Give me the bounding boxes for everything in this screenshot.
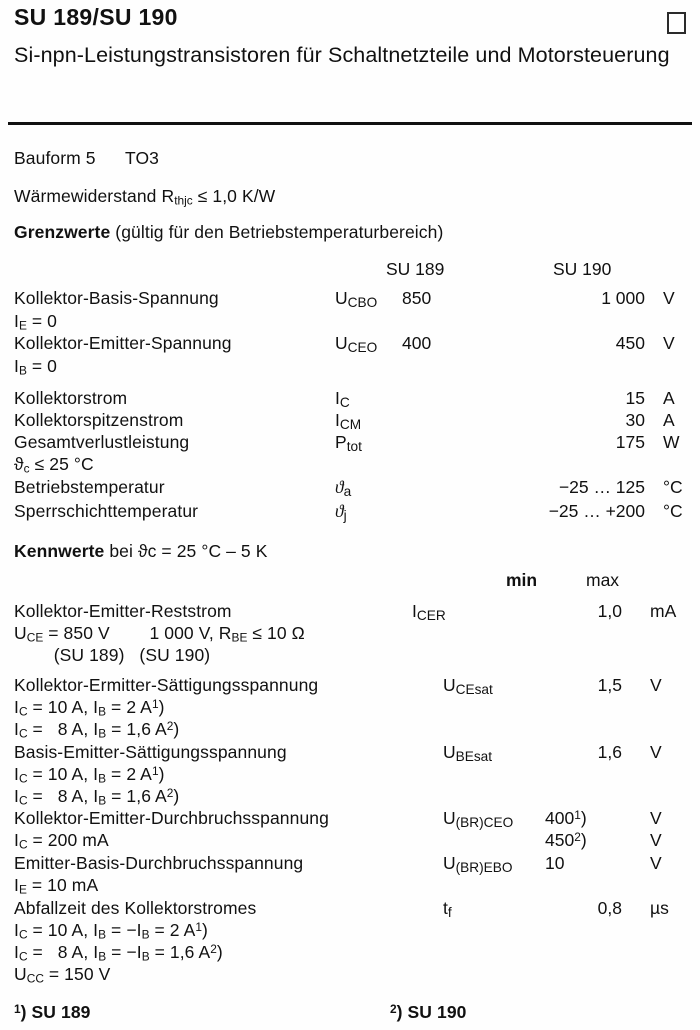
limits-row-symbol: UCBO bbox=[335, 288, 378, 310]
characteristics-row-symbol: tf bbox=[443, 898, 452, 920]
package-label: Bauform 5 bbox=[14, 148, 96, 168]
characteristics-row-condition: IC = 10 A, IB = 2 A1) bbox=[14, 697, 165, 719]
characteristics-row-condition: IE = 10 mA bbox=[14, 875, 99, 897]
limits-row-value-su190: −25 … +200 bbox=[548, 501, 645, 521]
characteristics-row-min-alt: 4502) bbox=[545, 830, 587, 850]
footnote-1: 1) SU 189 bbox=[14, 1002, 91, 1022]
limits-row-value-su190: 175 bbox=[615, 432, 645, 452]
limits-row-symbol: Ptot bbox=[335, 432, 362, 454]
characteristics-row-unit: µs bbox=[650, 898, 669, 918]
limits-row-label: Sperrschichttemperatur bbox=[14, 501, 199, 521]
characteristics-heading-bold: Kennwerte bbox=[14, 541, 105, 561]
characteristics-row-condition: IC = 200 mA bbox=[14, 830, 109, 852]
characteristics-column-header-min: min bbox=[506, 570, 538, 590]
characteristics-row-label: Kollektor-Emitter-Durchbruchsspannung bbox=[14, 808, 329, 828]
limits-row-value-su190: 1 000 bbox=[601, 288, 645, 308]
characteristics-row-unit-alt: V bbox=[650, 830, 662, 850]
characteristics-row-symbol: U(BR)EBO bbox=[443, 853, 513, 875]
characteristics-heading-rest: bei ϑc = 25 °C – 5 K bbox=[104, 541, 268, 561]
characteristics-row-condition: IC = 10 A, IB = 2 A1) bbox=[14, 764, 165, 786]
characteristics-row-max: 1,0 bbox=[597, 601, 622, 621]
characteristics-row-label: Abfallzeit des Kollektorstromes bbox=[14, 898, 257, 918]
limits-column-header-su189: SU 189 bbox=[386, 259, 445, 279]
limits-row-symbol: UCEO bbox=[335, 333, 378, 355]
limits-row-symbol: ϑa bbox=[335, 477, 352, 499]
limits-row-value-su190: 450 bbox=[615, 333, 645, 353]
limits-row-condition: IB = 0 bbox=[14, 356, 57, 378]
limits-row-unit: V bbox=[663, 288, 675, 308]
limits-row-label: Kollektor-Basis-Spannung bbox=[14, 288, 219, 308]
page-title: SU 189/SU 190 bbox=[14, 4, 178, 30]
characteristics-heading: Kennwerte bei ϑc = 25 °C – 5 K bbox=[14, 541, 268, 562]
characteristics-row-condition: IC = 8 A, IB = 1,6 A2) bbox=[14, 786, 180, 808]
page-subtitle: Si-npn-Leistungstransistoren für Schaltn… bbox=[14, 43, 670, 67]
characteristics-row-condition: (SU 189) (SU 190) bbox=[14, 645, 211, 665]
limits-row-condition: IE = 0 bbox=[14, 311, 57, 333]
characteristics-row-unit: mA bbox=[650, 601, 677, 621]
limits-row-condition: ϑc ≤ 25 °C bbox=[14, 454, 94, 476]
characteristics-row-condition: UCC = 150 V bbox=[14, 964, 111, 986]
limits-row-unit: A bbox=[663, 388, 675, 408]
characteristics-row-label: Basis-Emitter-Sättigungsspannung bbox=[14, 742, 287, 762]
package-value: TO3 bbox=[125, 148, 160, 168]
characteristics-row-symbol: U(BR)CEO bbox=[443, 808, 514, 830]
characteristics-row-symbol: UBEsat bbox=[443, 742, 493, 764]
limits-row-label: Kollektorstrom bbox=[14, 388, 128, 408]
limits-column-header-su190: SU 190 bbox=[553, 259, 612, 279]
limits-row-label: Gesamtverlustleistung bbox=[14, 432, 190, 452]
square-outline-icon bbox=[667, 12, 686, 34]
limits-row-unit: °C bbox=[663, 477, 683, 497]
limits-row-symbol: IC bbox=[335, 388, 350, 410]
thermal-resistance-value: ≤ 1,0 K/W bbox=[192, 186, 276, 206]
characteristics-row-min: 4001) bbox=[545, 808, 587, 828]
limits-row-label: Betriebstemperatur bbox=[14, 477, 165, 497]
characteristics-row-unit: V bbox=[650, 675, 662, 695]
limits-row-value-su190: 15 bbox=[625, 388, 645, 408]
characteristics-row-min: 10 bbox=[545, 853, 565, 873]
thermal-resistance-subscript: thjc bbox=[174, 193, 193, 208]
characteristics-row-max: 0,8 bbox=[597, 898, 622, 918]
characteristics-row-unit: V bbox=[650, 808, 662, 828]
limits-row-value-su189: 850 bbox=[402, 288, 432, 308]
limits-row-label: Kollektorspitzenstrom bbox=[14, 410, 184, 430]
header-divider bbox=[8, 122, 692, 125]
characteristics-row-unit: V bbox=[650, 853, 662, 873]
characteristics-row-symbol: ICER bbox=[412, 601, 446, 623]
limits-row-symbol: ϑj bbox=[335, 501, 347, 523]
limits-heading: Grenzwerte (gültig für den Betriebstempe… bbox=[14, 222, 443, 243]
footnote-2: 2) SU 190 bbox=[390, 1002, 467, 1022]
limits-row-unit: W bbox=[663, 432, 680, 452]
characteristics-row-max: 1,6 bbox=[597, 742, 622, 762]
characteristics-row-condition: UCE = 850 V 1 000 V, RBE ≤ 10 Ω bbox=[14, 623, 305, 645]
limits-heading-bold: Grenzwerte bbox=[14, 222, 111, 242]
characteristics-row-condition: IC = 8 A, IB = −IB = 1,6 A2) bbox=[14, 942, 223, 964]
limits-row-value-su190: 30 bbox=[625, 410, 645, 430]
characteristics-row-max: 1,5 bbox=[597, 675, 622, 695]
thermal-resistance-text: Wärmewiderstand R bbox=[14, 186, 175, 206]
characteristics-row-label: Kollektor-Ermitter-Sättigungsspannung bbox=[14, 675, 319, 695]
limits-heading-rest: (gültig für den Betriebstemperaturbereic… bbox=[110, 222, 444, 242]
limits-row-unit: A bbox=[663, 410, 675, 430]
characteristics-row-condition: IC = 8 A, IB = 1,6 A2) bbox=[14, 719, 180, 741]
limits-row-unit: V bbox=[663, 333, 675, 353]
limits-row-value-su189: 400 bbox=[402, 333, 432, 353]
characteristics-row-label: Kollektor-Emitter-Reststrom bbox=[14, 601, 232, 621]
thermal-resistance-line: Wärmewiderstand Rthjc ≤ 1,0 K/W bbox=[14, 186, 275, 208]
characteristics-row-label: Emitter-Basis-Durchbruchsspannung bbox=[14, 853, 304, 873]
limits-row-unit: °C bbox=[663, 501, 683, 521]
limits-row-symbol: ICM bbox=[335, 410, 362, 432]
characteristics-column-header-max: max bbox=[586, 570, 620, 590]
characteristics-row-symbol: UCEsat bbox=[443, 675, 493, 697]
characteristics-row-condition: IC = 10 A, IB = −IB = 2 A1) bbox=[14, 920, 208, 942]
limits-row-label: Kollektor-Emitter-Spannung bbox=[14, 333, 232, 353]
characteristics-row-unit: V bbox=[650, 742, 662, 762]
limits-row-value-su190: −25 … 125 bbox=[558, 477, 645, 497]
